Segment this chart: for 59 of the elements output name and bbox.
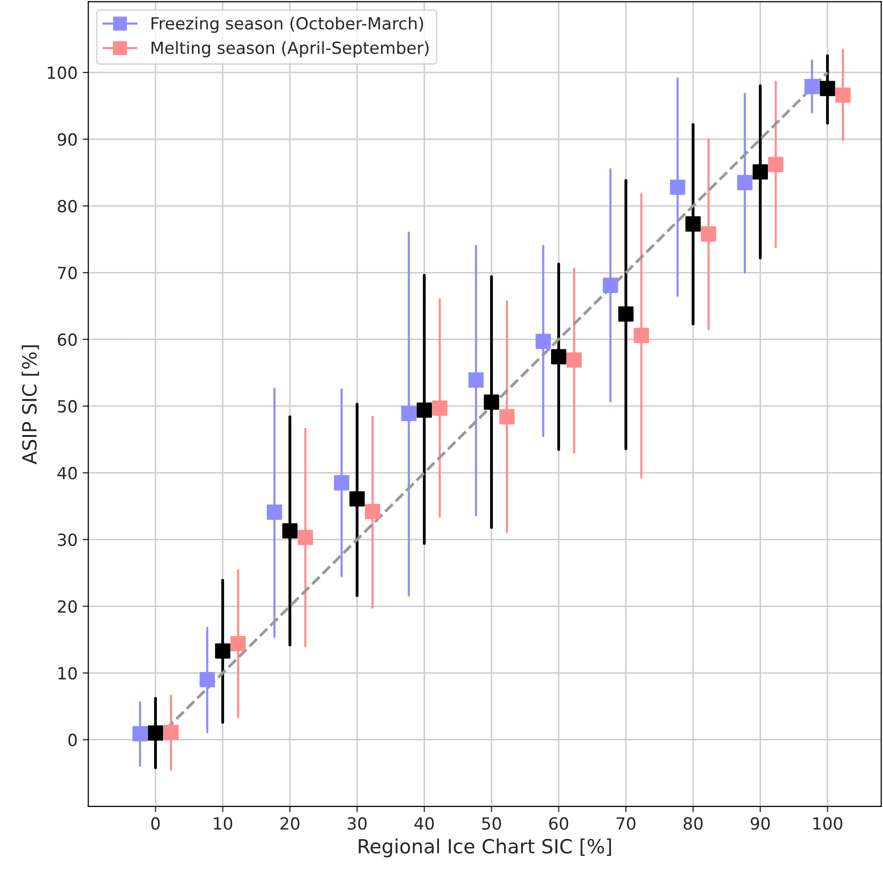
point [484, 394, 500, 410]
point [416, 402, 432, 418]
y-tick-label: 70 [58, 266, 77, 280]
point [670, 180, 686, 195]
point [820, 80, 836, 96]
point [215, 643, 230, 659]
y-tick-label: 40 [57, 466, 77, 480]
point [432, 400, 448, 416]
legend-label: Freezing season (October-March) [152, 16, 424, 33]
x-tick-label: 0 [151, 817, 160, 830]
point [566, 352, 582, 368]
y-tick-label: 0 [68, 734, 77, 746]
x-tick-label: 60 [549, 817, 568, 830]
y-tick-label: 60 [58, 333, 77, 346]
point [835, 88, 851, 103]
point [200, 672, 215, 688]
y-axis-title: ASIP SIC [%] [22, 345, 40, 464]
point [804, 78, 820, 94]
point [499, 409, 515, 424]
x-tick-label: 20 [280, 817, 300, 830]
point [634, 328, 649, 343]
x-tick-label: 40 [414, 817, 434, 830]
y-tick-label: 100 [48, 66, 77, 80]
point [132, 726, 148, 742]
point [230, 636, 246, 652]
y-tick-label: 90 [58, 133, 77, 146]
y-tick-label: 30 [58, 533, 77, 546]
x-axis-title: Regional Ice Chart SIC [%] [358, 838, 611, 858]
point [737, 174, 752, 190]
x-tick-label: 10 [214, 817, 232, 830]
point [349, 491, 365, 506]
legend-label: Melting season (April-September) [152, 41, 429, 58]
y-tick-label: 20 [58, 600, 77, 613]
point [602, 278, 618, 293]
y-tick-label: 50 [58, 400, 77, 413]
x-tick-label: 80 [684, 817, 703, 830]
point [551, 349, 566, 364]
point [468, 372, 484, 388]
point [401, 406, 416, 422]
y-tick-label: 80 [58, 200, 77, 212]
point [282, 523, 298, 538]
point [163, 724, 179, 740]
point [685, 216, 701, 232]
point [266, 504, 282, 520]
point [700, 226, 716, 242]
point [148, 725, 164, 741]
x-tick-label: 90 [750, 817, 770, 830]
x-tick-label: 30 [348, 817, 367, 830]
y-tick-label: 10 [58, 666, 77, 680]
x-tick-label: 50 [482, 817, 501, 830]
point [752, 164, 768, 180]
point [536, 334, 551, 350]
point [364, 504, 380, 520]
point [298, 530, 313, 546]
point [768, 156, 784, 172]
x-tick-label: 100 [813, 817, 842, 830]
x-tick-label: 70 [616, 817, 636, 830]
point [618, 306, 634, 322]
point [334, 475, 350, 490]
